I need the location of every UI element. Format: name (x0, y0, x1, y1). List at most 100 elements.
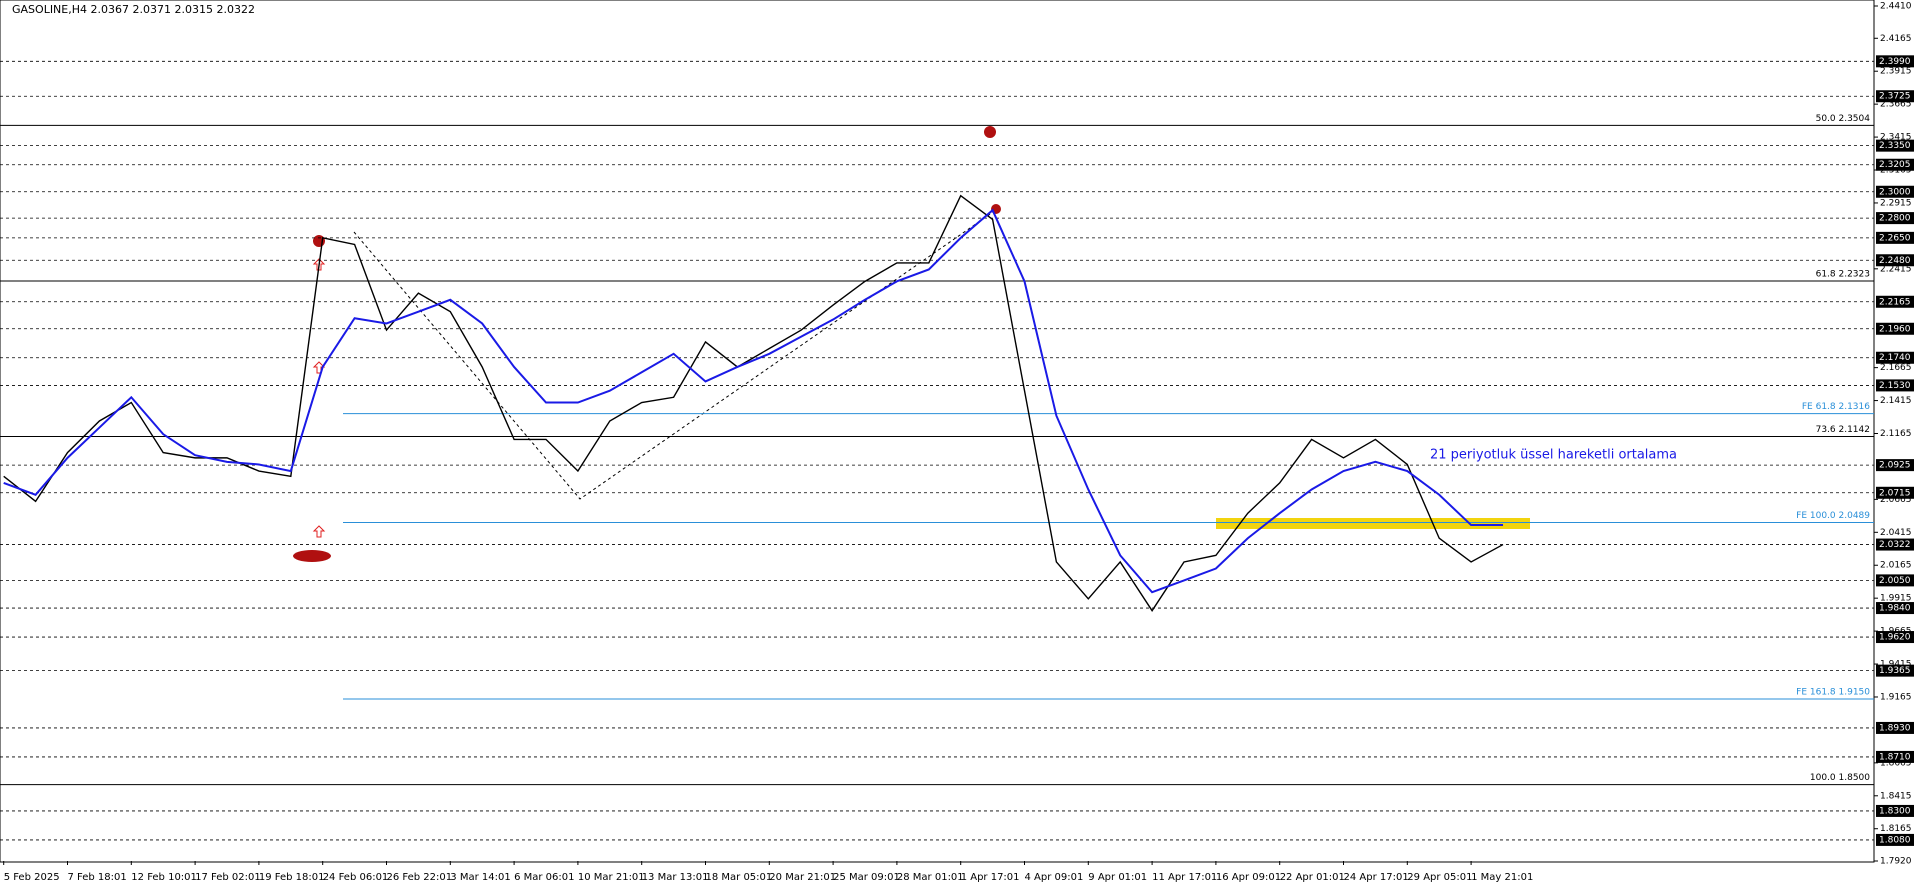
annotation: 21 periyotluk üssel hareketli ortalama (1430, 448, 1677, 463)
level-label: 2.3350 (1879, 141, 1911, 151)
x-tick-label: 7 Feb 18:01 (68, 872, 127, 883)
y-tick-label: 1.7920 (1880, 857, 1912, 867)
level-box (1876, 322, 1914, 335)
x-tick-label: 20 Mar 21:01 (769, 872, 836, 883)
level-box (1876, 231, 1914, 244)
y-tick-label: 2.0665 (1880, 495, 1912, 505)
level-label: 2.2650 (1879, 233, 1911, 243)
level-box (1876, 254, 1914, 267)
y-tick-label: 1.8165 (1880, 824, 1912, 834)
x-tick-label: 6 Mar 06:01 (514, 872, 574, 883)
price-line (3, 194, 1504, 612)
plot-frame (0, 0, 1875, 863)
marker (293, 550, 331, 562)
level-box (1876, 139, 1914, 152)
y-tick-label: 2.3665 (1880, 100, 1912, 110)
level-box (1876, 750, 1914, 763)
fib-label: 61.8 2.2323 (1816, 269, 1870, 279)
x-tick-label: 25 Mar 09:01 (833, 872, 900, 883)
y-tick-label: 2.0415 (1880, 528, 1912, 538)
x-tick-label: 10 Mar 21:01 (578, 872, 645, 883)
x-tick-label: 24 Apr 17:01 (1344, 872, 1409, 883)
level-box (1876, 158, 1914, 171)
level-label: 1.8710 (1879, 752, 1911, 762)
level-label: 2.3725 (1879, 92, 1911, 102)
x-tick-label: 22 Apr 01:01 (1280, 872, 1345, 883)
level-box (1876, 379, 1914, 392)
level-box (1876, 804, 1914, 817)
marker (984, 126, 996, 138)
level-box (1876, 833, 1914, 846)
level-box (1876, 185, 1914, 198)
y-tick-label: 1.9915 (1880, 594, 1912, 604)
y-tick-label: 1.9165 (1880, 692, 1912, 702)
fib-label: 100.0 1.8500 (1810, 773, 1870, 783)
level-label: 2.0050 (1879, 576, 1911, 586)
level-label: 1.8300 (1879, 806, 1911, 816)
level-box (1876, 721, 1914, 734)
level-box (1876, 351, 1914, 364)
y-tick-label: 2.1665 (1880, 363, 1912, 373)
x-tick-label: 12 Feb 10:01 (131, 872, 197, 883)
level-label: 1.9620 (1879, 633, 1911, 643)
trend-line (353, 209, 997, 500)
level-box (1876, 55, 1914, 68)
x-tick-label: 28 Mar 01:01 (897, 872, 964, 883)
x-tick-label: 5 Feb 2025 (4, 872, 60, 883)
level-label: 2.2165 (1879, 297, 1911, 307)
ema-line (3, 208, 1503, 594)
y-tick-label: 2.4410 (1880, 2, 1912, 12)
level-box (1876, 574, 1914, 587)
level-box (1876, 295, 1914, 308)
level-label: 2.1960 (1879, 324, 1911, 334)
y-tick-label: 2.1415 (1880, 396, 1912, 406)
x-tick-label: 29 Apr 05:01 (1407, 872, 1472, 883)
level-label: 1.9365 (1879, 666, 1911, 676)
x-tick-label: 11 Apr 17:01 (1152, 872, 1217, 883)
x-tick-label: 17 Feb 02:01 (195, 872, 261, 883)
level-label: 1.8930 (1879, 723, 1911, 733)
y-tick-label: 1.8665 (1880, 758, 1912, 768)
y-tick-label: 2.4165 (1880, 34, 1912, 44)
level-box (1876, 631, 1914, 644)
x-tick-label: 26 Feb 22:01 (387, 872, 453, 883)
level-box (1876, 664, 1914, 677)
x-tick-label: 3 Mar 14:01 (450, 872, 510, 883)
level-box (1876, 212, 1914, 225)
level-box (1876, 538, 1914, 551)
level-box (1876, 459, 1914, 472)
level-label: 2.1530 (1879, 381, 1911, 391)
x-tick-label: 24 Feb 06:01 (323, 872, 389, 883)
level-box (1876, 602, 1914, 615)
y-tick-label: 2.2415 (1880, 264, 1912, 274)
arrow (312, 525, 326, 538)
y-tick-label: 2.2915 (1880, 198, 1912, 208)
level-box (1876, 90, 1914, 103)
x-tick-label: 19 Feb 18:01 (259, 872, 325, 883)
x-tick-label: 18 Mar 05:01 (706, 872, 773, 883)
y-tick-label: 2.0165 (1880, 561, 1912, 571)
level-label: 2.2800 (1879, 214, 1911, 224)
fib-label: 73.6 2.1142 (1816, 425, 1870, 435)
y-tick-label: 1.8415 (1880, 791, 1912, 801)
level-label: 1.8080 (1879, 835, 1911, 845)
x-tick-label: 1 Apr 17:01 (961, 872, 1020, 883)
fib-label: 50.0 2.3504 (1816, 114, 1871, 124)
level-label: 2.0322 (1879, 540, 1911, 550)
marker (313, 235, 325, 247)
x-tick-label: 4 Apr 09:01 (1025, 872, 1084, 883)
highlight-zone (1216, 518, 1530, 529)
fe-label: FE 161.8 1.9150 (1796, 687, 1870, 697)
fe-label: FE 100.0 2.0489 (1796, 511, 1870, 521)
level-box (1876, 486, 1914, 499)
level-label: 2.1740 (1879, 353, 1911, 363)
y-tick-label: 2.1165 (1880, 429, 1912, 439)
level-label: 2.3990 (1879, 57, 1911, 67)
chart-title: GASOLINE,H4 2.0367 2.0371 2.0315 2.0322 (12, 3, 255, 16)
x-tick-label: 9 Apr 01:01 (1088, 872, 1147, 883)
y-tick-label: 2.3415 (1880, 133, 1912, 143)
level-label: 2.3000 (1879, 187, 1911, 197)
level-label: 1.9840 (1879, 604, 1911, 614)
level-label: 2.3205 (1879, 160, 1911, 170)
